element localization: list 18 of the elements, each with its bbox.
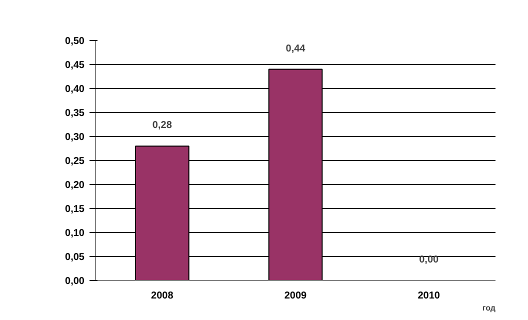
- x-tick-label: 2008: [151, 290, 174, 302]
- y-tick-label: 0,45: [65, 60, 85, 71]
- x-axis-title: год: [482, 304, 496, 312]
- y-tick-label: 0,30: [65, 132, 85, 143]
- y-tick-label: 0,20: [65, 180, 85, 191]
- y-tick-label: 0,40: [65, 84, 85, 95]
- y-tick-label: 0,35: [65, 108, 85, 119]
- data-label: 0,28: [152, 120, 172, 132]
- y-tick-label: 0,50: [65, 36, 85, 47]
- data-label: 0,00: [419, 254, 440, 266]
- y-tick-label: 0,10: [65, 228, 85, 239]
- y-tick-label: 0,00: [65, 276, 85, 287]
- y-tick-label: 0,25: [65, 156, 85, 167]
- x-tick-label: 2010: [418, 290, 440, 302]
- y-tick-label: 0,05: [65, 252, 85, 263]
- data-label: 0,44: [286, 43, 306, 54]
- y-tick-label: 0,15: [65, 204, 85, 215]
- x-tick-label: 2009: [284, 290, 308, 302]
